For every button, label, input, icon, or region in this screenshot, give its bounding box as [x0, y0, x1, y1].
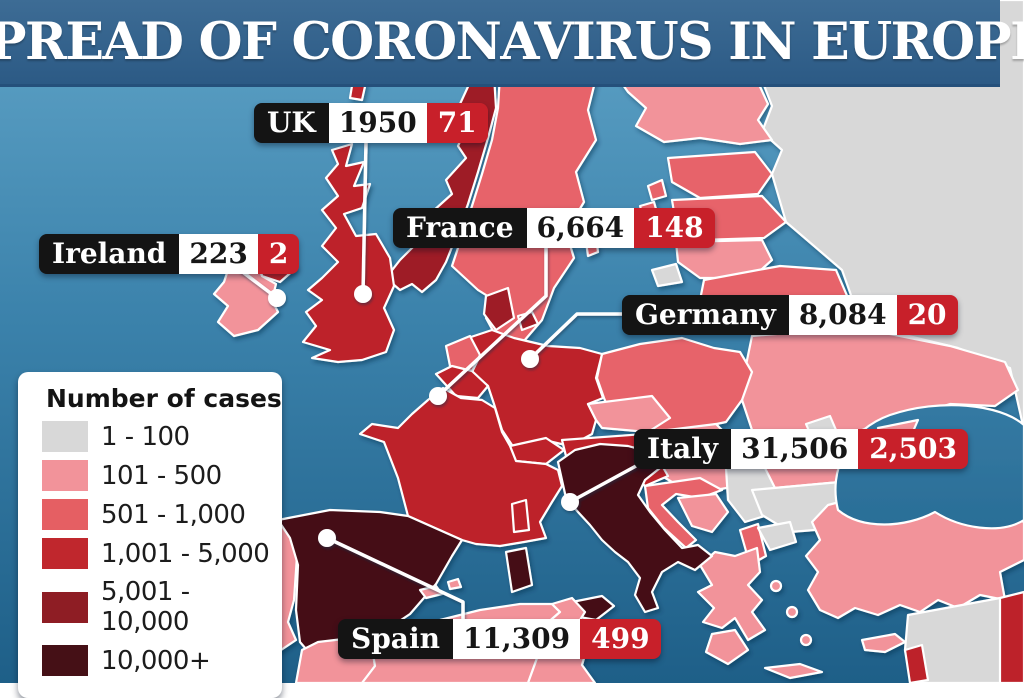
legend-label: 1,001 - 5,000: [101, 538, 270, 569]
legend-label: 5,001 - 10,000: [101, 577, 190, 637]
legend-label: 501 - 1,000: [101, 499, 246, 530]
title-banner: SPREAD OF CORONAVIRUS IN EUROPE: [0, 0, 1024, 87]
legend-swatch-10000plus: [42, 645, 88, 676]
dot-italy: [561, 493, 579, 511]
label-france: France 6,664 148: [393, 208, 715, 248]
label-spain: Spain 11,309 499: [338, 619, 661, 659]
dot-ireland: [268, 289, 286, 307]
legend-title: Number of cases: [46, 384, 282, 413]
label-germany: Germany 8,084 20: [622, 295, 958, 335]
dot-spain: [318, 529, 336, 547]
label-uk: UK 1950 71: [254, 103, 488, 143]
legend-swatch-1001-5000: [42, 538, 88, 569]
legend-row: 1 - 100: [42, 421, 282, 452]
label-spain-name: Spain: [338, 619, 453, 659]
legend-row: 501 - 1,000: [42, 499, 282, 530]
legend-row: 1,001 - 5,000: [42, 538, 282, 569]
label-germany-name: Germany: [622, 295, 789, 335]
label-germany-deaths: 20: [896, 295, 958, 335]
dot-uk: [354, 285, 372, 303]
legend-row: 101 - 500: [42, 460, 282, 491]
country-finland: [614, 73, 774, 146]
legend: Number of cases 1 - 100 101 - 500 501 - …: [18, 372, 282, 698]
label-italy-deaths: 2,503: [858, 429, 968, 469]
country-lebanon: [903, 643, 930, 683]
label-italy-name: Italy: [634, 429, 732, 469]
legend-swatch-101-500: [42, 460, 88, 491]
country-iraq-edge: [998, 590, 1024, 683]
island-crete: [763, 662, 824, 680]
island-corsica: [510, 498, 531, 534]
dot-germany: [521, 350, 539, 368]
label-italy-cases: 31,506: [731, 429, 859, 469]
country-bosnia: [676, 492, 730, 534]
legend-label: 101 - 500: [101, 460, 222, 491]
country-germany: [466, 328, 605, 450]
legend-swatch-5001-10000: [42, 591, 88, 623]
label-spain-cases: 11,309: [452, 619, 581, 659]
country-north-macedonia: [756, 520, 798, 552]
label-uk-deaths: 71: [426, 103, 488, 143]
label-ireland-deaths: 2: [257, 234, 300, 274]
label-france-name: France: [393, 208, 527, 248]
dot-france: [429, 387, 447, 405]
aegean-island: [785, 605, 799, 619]
country-kaliningrad: [650, 262, 684, 288]
legend-swatch-501-1000: [42, 499, 88, 530]
leader-spain: [326, 536, 465, 620]
infographic: SPREAD OF CORONAVIRUS IN EUROPE UK 1950 …: [0, 0, 1024, 683]
aegean-island: [769, 579, 783, 593]
leader-uk: [361, 141, 368, 295]
label-germany-cases: 8,084: [788, 295, 897, 335]
leader-lines: [238, 141, 637, 620]
legend-swatch-1-100: [42, 421, 88, 452]
island-sardinia: [504, 546, 534, 594]
label-uk-name: UK: [254, 103, 329, 143]
label-france-deaths: 148: [634, 208, 715, 248]
label-france-cases: 6,664: [526, 208, 635, 248]
label-ireland-name: Ireland: [39, 234, 180, 274]
leader-france: [436, 247, 548, 398]
country-russia: [758, 0, 1024, 432]
label-uk-cases: 1950: [328, 103, 427, 143]
island-cyprus: [860, 632, 907, 654]
leader-germany: [528, 312, 625, 361]
country-uk: [301, 142, 396, 364]
aegean-island: [799, 633, 813, 647]
label-spain-deaths: 499: [580, 619, 661, 659]
page-title: SPREAD OF CORONAVIRUS IN EUROPE: [0, 12, 1024, 72]
label-ireland: Ireland 223 2: [39, 234, 300, 274]
label-ireland-cases: 223: [179, 234, 258, 274]
country-denmark: [482, 286, 516, 332]
legend-row: 5,001 - 10,000: [42, 577, 282, 637]
country-czechia: [586, 394, 672, 434]
legend-label: 1 - 100: [101, 421, 190, 452]
legend-row: 10,000+: [42, 645, 282, 676]
country-estonia: [666, 150, 774, 200]
region-peloponnese: [704, 628, 750, 666]
legend-label: 10,000+: [101, 645, 211, 676]
label-italy: Italy 31,506 2,503: [634, 429, 968, 469]
leader-italy: [569, 464, 637, 504]
